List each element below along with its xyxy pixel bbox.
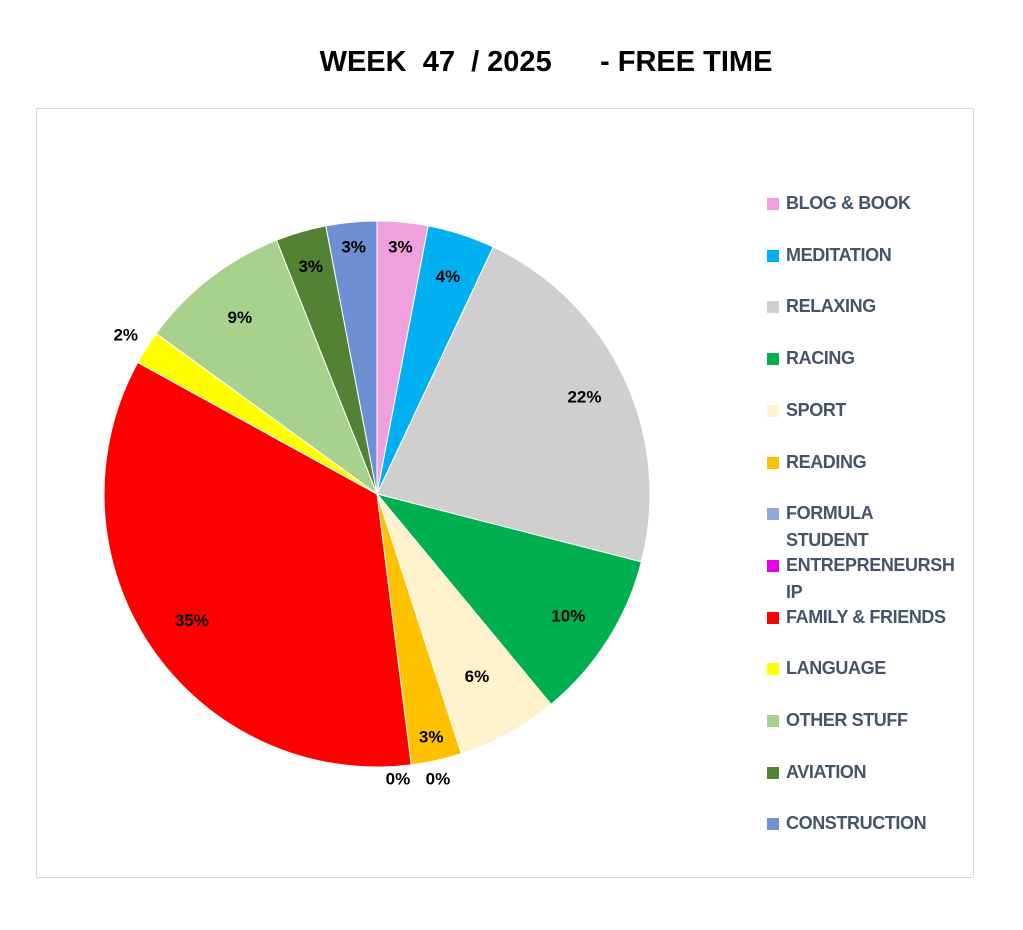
legend-label-line: MEDITATION xyxy=(786,244,892,265)
legend-label-line: FORMULA xyxy=(786,503,874,524)
legend-label-line: LANGUAGE xyxy=(786,658,886,679)
legend-label: AVIATION xyxy=(786,759,978,786)
legend-swatch xyxy=(767,456,779,469)
legend-swatch xyxy=(767,559,779,572)
data-label-reading: 3% xyxy=(419,727,444,746)
legend-label: ENTREPRENEURSH IP xyxy=(786,552,978,606)
data-label-formula-student: 0% xyxy=(386,769,411,788)
legend-label: LANGUAGE xyxy=(786,655,978,682)
legend-label: MEDITATION xyxy=(786,242,978,269)
pie-slice-other-stuff xyxy=(155,239,379,496)
data-label-aviation: 3% xyxy=(298,257,323,276)
legend-label-line: RELAXING xyxy=(786,296,876,317)
legend-swatch xyxy=(767,249,779,262)
chart-area xyxy=(36,108,974,878)
legend-label-line: CONSTRUCTION xyxy=(786,813,927,834)
data-label-sport: 6% xyxy=(465,667,490,686)
legend-label: RACING xyxy=(786,345,978,372)
data-label-blog-book: 3% xyxy=(388,238,413,257)
legend-swatch xyxy=(767,818,779,831)
legend-label-line: AVIATION xyxy=(786,761,867,782)
legend-swatch xyxy=(767,508,779,521)
legend-swatch xyxy=(767,715,779,727)
pie-slice-relaxing xyxy=(376,246,651,563)
legend-swatch xyxy=(767,301,779,314)
pie-slice-racing xyxy=(375,493,643,706)
legend-label: BLOG & BOOK xyxy=(786,190,978,217)
pie-slice-construction xyxy=(325,220,378,495)
data-label-family-friends: 35% xyxy=(175,611,209,630)
legend-label: RELAXING xyxy=(786,293,978,320)
legend-swatch xyxy=(767,611,779,624)
legend-label-line: BLOG & BOOK xyxy=(786,193,911,213)
legend-label-line: READING xyxy=(786,451,867,472)
legend-label: CONSTRUCTION xyxy=(786,810,978,837)
data-label-meditation: 4% xyxy=(436,267,461,286)
data-label-racing: 10% xyxy=(551,606,585,625)
legend-label: READING xyxy=(786,449,978,476)
legend-label-line: STUDENT xyxy=(786,530,869,551)
data-label-entrepreneurship: 0% xyxy=(426,769,451,788)
legend-label: FAMILY & FRIENDS xyxy=(786,604,978,631)
legend-label-line: SPORT xyxy=(786,399,847,420)
legend-label: SPORT xyxy=(786,397,978,424)
data-label-language: 2% xyxy=(113,326,138,345)
chart-title: WEEK 47 / 2025 - FREE TIME xyxy=(319,46,773,78)
legend-label-line: FAMILY & FRIENDS xyxy=(786,606,946,627)
legend-label-line: ENTREPRENEURSH xyxy=(786,554,955,575)
legend-label: FORMULA STUDENT xyxy=(786,500,978,554)
legend-label-line: IP xyxy=(786,581,803,602)
legend-swatch xyxy=(767,353,779,366)
data-label-construction: 3% xyxy=(341,238,366,257)
data-label-relaxing: 22% xyxy=(567,387,601,406)
data-label-other-stuff: 9% xyxy=(228,308,253,327)
legend-swatch xyxy=(767,198,779,210)
legend-label: OTHER STUFF xyxy=(786,707,978,734)
legend-swatch xyxy=(767,404,779,417)
legend-swatch xyxy=(767,663,779,676)
legend-swatch xyxy=(767,766,779,779)
pie-slice-family-friends xyxy=(103,361,412,768)
legend-label-line: OTHER STUFF xyxy=(786,710,908,730)
legend-label-line: RACING xyxy=(786,348,855,369)
